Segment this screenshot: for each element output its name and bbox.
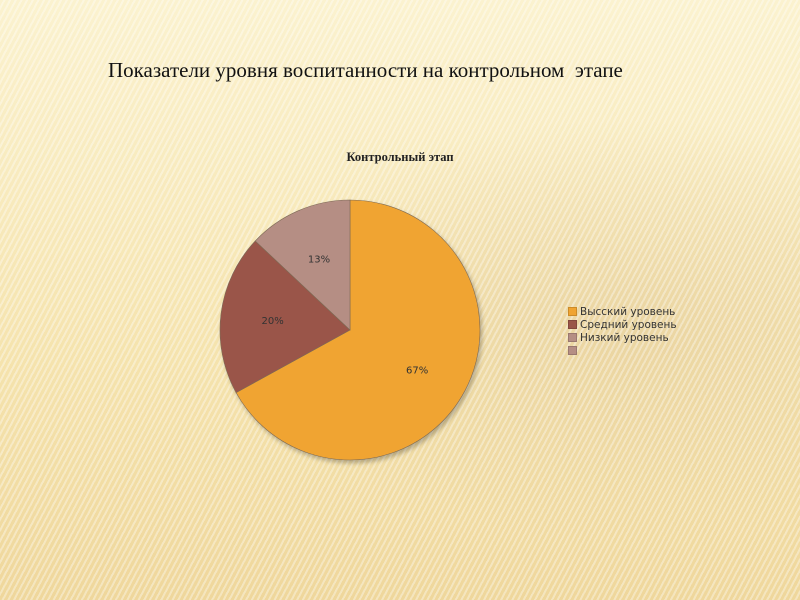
- pie-slice-3: [254, 199, 351, 331]
- legend-label-3: Низкий уровень: [580, 331, 669, 344]
- legend-swatch-1: [568, 307, 577, 316]
- legend-item-4: [568, 344, 677, 357]
- legend-item-1: Высский уровень: [568, 305, 677, 318]
- legend-label-2: Средний уровень: [580, 318, 677, 331]
- pie-slice-1: [235, 199, 481, 461]
- page-title: Показатели уровня воспитанности на контр…: [108, 58, 623, 82]
- legend-swatch-2: [568, 320, 577, 329]
- legend-swatch-3: [568, 333, 577, 342]
- legend-item-2: Средний уровень: [568, 318, 677, 331]
- legend-swatch-4: [568, 346, 577, 355]
- pie-label-1: 67%: [406, 366, 428, 377]
- pie-label-3: 13%: [308, 254, 330, 265]
- legend-item-3: Низкий уровень: [568, 331, 677, 344]
- pie-label-2: 20%: [261, 316, 283, 327]
- pie-slice-2: [219, 240, 351, 394]
- chart-legend: Высский уровень Средний уровень Низкий уро…: [568, 305, 677, 357]
- legend-label-1: Высский уровень: [580, 305, 676, 318]
- chart-title: Контрольный этап: [346, 150, 454, 164]
